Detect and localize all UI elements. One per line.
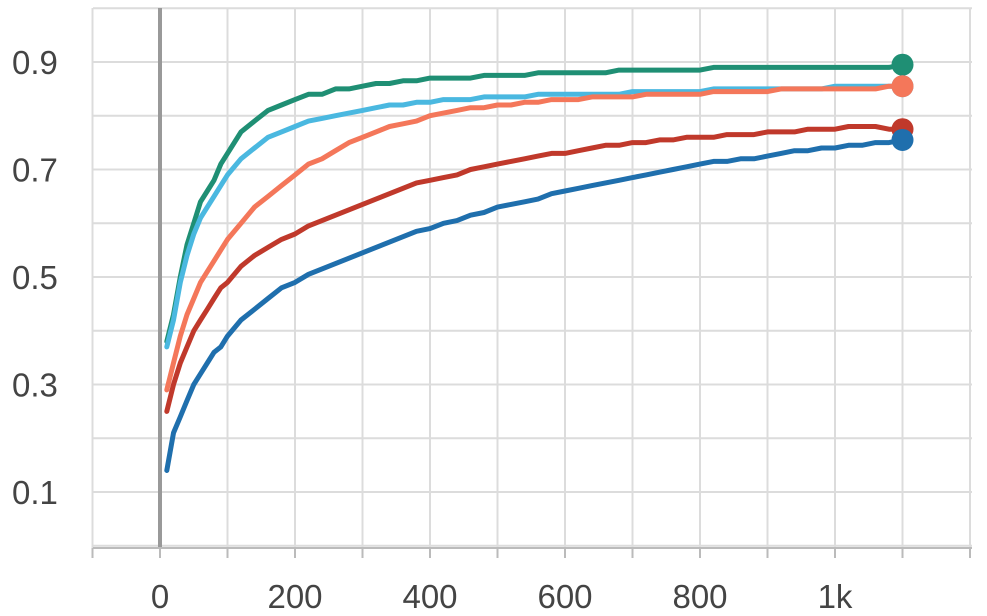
series-line-5: [164, 137, 905, 473]
x-tick-label: 600: [537, 578, 592, 615]
series-end-marker-5: [891, 128, 914, 151]
x-axis-ticks: 0 200 400 600 800 1k: [151, 578, 853, 615]
x-tick-label: 0: [151, 578, 169, 615]
series-end-marker-3: [891, 75, 914, 98]
y-tick-label: 0.3: [12, 367, 58, 404]
y-tick-label: 0.1: [12, 474, 58, 511]
series-line-3: [164, 83, 905, 393]
y-axis-ticks: 0.1 0.3 0.5 0.7 0.9: [12, 44, 58, 511]
y-tick-label: 0.5: [12, 259, 58, 296]
series-line-1: [164, 62, 905, 344]
x-tick-label: 1k: [818, 578, 853, 615]
series-line-4: [164, 124, 905, 414]
series-layer: [164, 53, 914, 473]
y-tick-label: 0.7: [12, 152, 58, 189]
grid-lines: [91, 7, 972, 558]
series-line-2: [164, 83, 905, 350]
x-tick-label: 400: [402, 578, 457, 615]
y-tick-label: 0.9: [12, 44, 58, 81]
series-end-marker-1: [891, 53, 914, 76]
x-tick-label: 800: [672, 578, 727, 615]
x-tick-label: 200: [267, 578, 322, 615]
